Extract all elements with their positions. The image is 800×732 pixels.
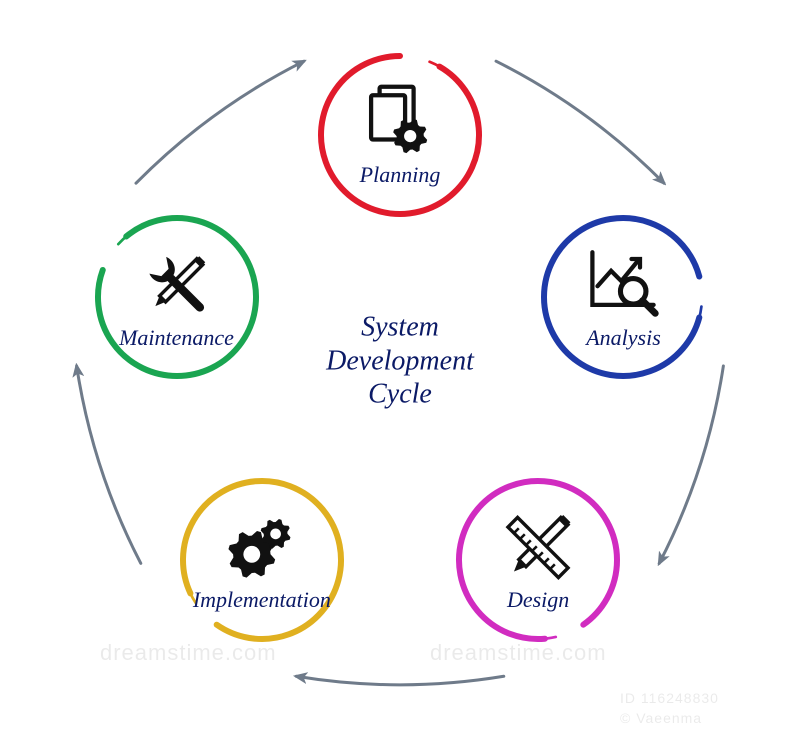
watermark-text: ID 116248830 — [620, 690, 719, 706]
connector-arrow — [136, 61, 304, 183]
connector-arrows — [0, 0, 800, 732]
connector-arrow — [496, 61, 664, 183]
watermark-text: dreamstime.com — [100, 640, 277, 666]
connector-arrow — [136, 61, 304, 183]
connector-arrow — [77, 366, 141, 563]
watermark-text: © Vaeenma — [620, 710, 702, 726]
connector-arrow — [659, 366, 723, 563]
connector-arrow — [659, 366, 723, 563]
diagram-stage: { "diagram": { "type": "cycle", "title_l… — [0, 0, 800, 732]
watermark-text: dreamstime.com — [430, 640, 607, 666]
connector-arrow — [496, 61, 664, 183]
connector-arrow — [77, 366, 141, 563]
